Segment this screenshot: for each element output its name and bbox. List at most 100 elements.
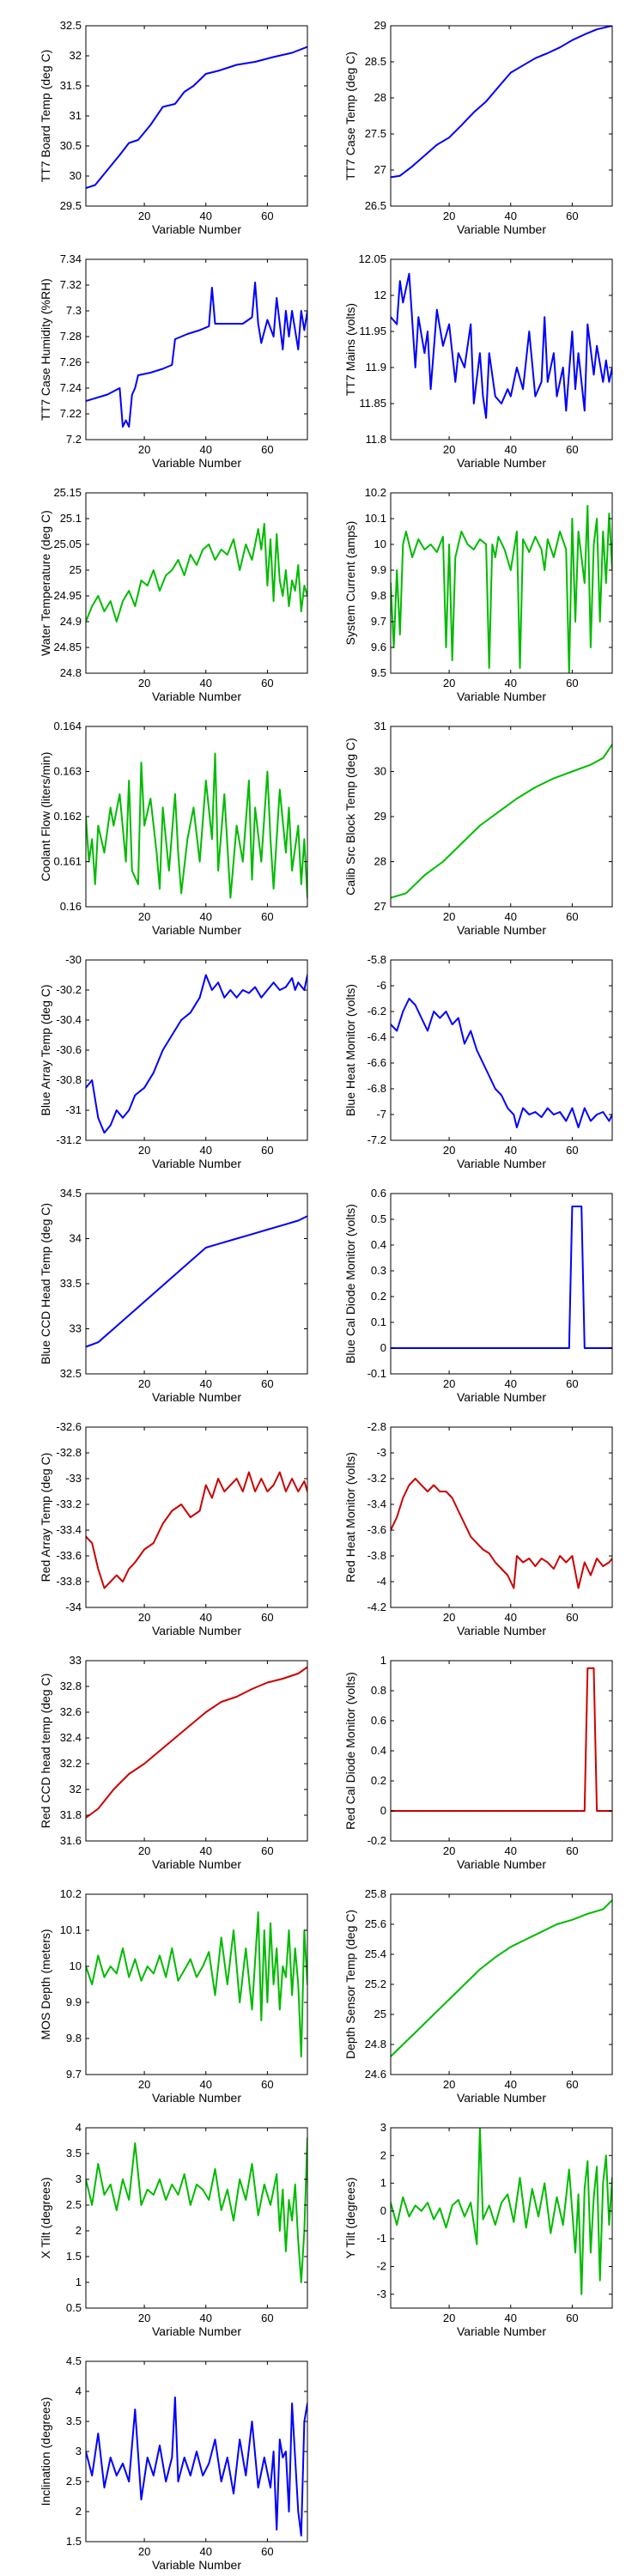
plot-frame [85,258,308,440]
y-tick-label: 0 [380,1804,386,1817]
y-tick-label: 4.5 [66,2354,82,2367]
y-tick-label: -3.8 [368,1549,386,1562]
y-tick-label: 10.2 [365,486,386,499]
y-tick-label: 32 [70,1783,82,1795]
y-axis-label: MOS Depth (meters) [39,1929,52,2039]
x-tick-label: 40 [505,2312,517,2324]
plot-frame [85,2127,308,2309]
chart-panel-17: 20 40 60 9.7 9.8 9.9 10 10.1 10.2 Variable Number… [39,1887,308,2105]
y-tick-label: 9.8 [371,589,386,602]
series-line [86,1911,307,2057]
y-tick-label: -0.1 [368,1367,386,1380]
plot-frame [390,258,613,440]
y-tick-label: 31 [374,720,386,732]
y-axis-label: System Current (amps) [343,521,357,646]
y-tick-label: 0.4 [371,1744,386,1757]
chart-panel-10: 20 40 60 -7.2 -7 -6.8 -6.6 -6.4 -6.2 -6 -5.8 Variab… [343,953,613,1170]
x-axis-label: Variable Number [457,1157,546,1170]
x-axis-label: Variable Number [152,1624,241,1637]
y-axis-label: Red CCD head temp (deg C) [39,1674,52,1829]
y-tick-label: -32.6 [56,1420,82,1433]
y-tick-label: 0.3 [371,1264,386,1277]
y-tick-label: -3.4 [368,1498,386,1510]
y-tick-label: 31.5 [60,79,82,92]
y-tick-label: 30.5 [60,139,82,152]
y-tick-label: -6.4 [368,1030,386,1043]
series-line [391,2128,612,2295]
y-tick-label: 4 [76,2385,82,2397]
x-tick-label: 20 [138,210,150,222]
chart-panel-20: 20 40 60 -3 -2 -1 0 1 2 3 Variable Number Y Tilt (d… [343,2121,613,2338]
series-line [86,974,307,1134]
x-tick-label: 40 [200,1377,212,1390]
series-line [391,1206,612,1349]
y-tick-label: 30 [70,169,82,182]
y-tick-label: 32.5 [60,19,82,32]
y-axis-label: Red Heat Monitor (volts) [343,1452,357,1583]
y-axis-label: Y Tilt (degrees) [343,2178,357,2259]
y-tick-label: 33 [70,1322,82,1335]
plot-frame [390,1660,613,1842]
y-tick-label: 0.5 [371,1212,386,1225]
y-tick-label: 1 [380,1654,386,1667]
chart-panel-14: 20 40 60 -4.2 -4 -3.8 -3.6 -3.4 -3.2 -3 -2.8 Variab… [343,1420,613,1637]
y-tick-label: 9.7 [66,2068,82,2081]
series-line [391,1667,612,1812]
y-tick-label: 31.6 [60,1834,82,1847]
x-tick-label: 40 [505,1377,517,1390]
series-line [86,523,307,623]
y-tick-label: 33 [70,1654,82,1667]
x-axis-label: Variable Number [152,2091,241,2105]
x-tick-label: 40 [505,910,517,923]
x-tick-label: 60 [566,1144,578,1157]
x-tick-label: 40 [505,1844,517,1857]
x-tick-label: 20 [138,677,150,690]
y-tick-label: 0.1 [371,1315,386,1328]
x-tick-label: 20 [138,2545,150,2558]
plot-frame [390,726,613,908]
y-tick-label: -0.2 [368,1834,386,1847]
y-tick-label: 3.5 [66,2147,82,2160]
x-tick-label: 60 [566,2312,578,2324]
x-tick-label: 20 [443,1144,455,1157]
y-tick-label: -4.2 [368,1601,386,1613]
x-tick-label: 20 [138,1377,150,1390]
y-tick-label: 1 [76,2275,82,2288]
y-tick-label: 0.161 [53,855,82,868]
y-tick-label: -33 [65,1472,82,1485]
x-tick-label: 60 [566,1377,578,1390]
y-axis-label: Coolant Flow (liters/min) [39,752,52,882]
y-tick-label: 32.8 [60,1680,82,1692]
y-tick-label: 4 [76,2121,82,2134]
x-tick-label: 40 [505,210,517,222]
x-tick-label: 40 [200,210,212,222]
y-tick-label: 9.7 [371,615,386,628]
x-tick-label: 60 [261,1377,273,1390]
y-tick-label: 7.26 [60,355,82,368]
y-tick-label: 11.8 [366,433,386,446]
y-axis-label: TT7 Mains (volts) [343,303,357,396]
y-tick-label: -6.8 [368,1082,386,1095]
x-tick-label: 60 [566,677,578,690]
y-tick-label: 11.9 [366,361,386,374]
y-tick-label: 7.32 [60,278,82,291]
y-tick-label: 30 [374,765,386,778]
x-tick-label: 40 [505,1144,517,1157]
plot-frame [85,1893,308,2075]
series-line [391,26,612,179]
plot-frame [85,1660,308,1842]
y-axis-label: TT7 Case Temp (deg C) [343,52,357,180]
y-tick-label: 10.1 [60,1923,82,1936]
chart-panel-6: 20 40 60 9.5 9.6 9.7 9.8 9.9 10 10.1 10.2 Variable … [343,486,613,703]
y-tick-label: -30 [65,953,82,966]
x-tick-label: 60 [261,1144,273,1157]
x-axis-label: Variable Number [152,690,241,703]
plot-frame [85,25,308,207]
x-tick-label: 60 [566,910,578,923]
y-tick-label: 9.6 [371,641,386,653]
y-tick-label: 0.163 [53,765,82,778]
y-tick-label: 9.9 [371,563,386,576]
x-tick-label: 60 [566,443,578,456]
y-tick-label: 0.5 [66,2301,82,2314]
x-axis-label: Variable Number [457,1857,546,1871]
